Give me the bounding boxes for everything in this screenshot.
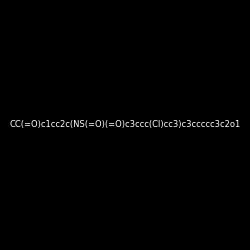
Text: CC(=O)c1cc2c(NS(=O)(=O)c3ccc(Cl)cc3)c3ccccc3c2o1: CC(=O)c1cc2c(NS(=O)(=O)c3ccc(Cl)cc3)c3cc… bbox=[10, 120, 240, 130]
